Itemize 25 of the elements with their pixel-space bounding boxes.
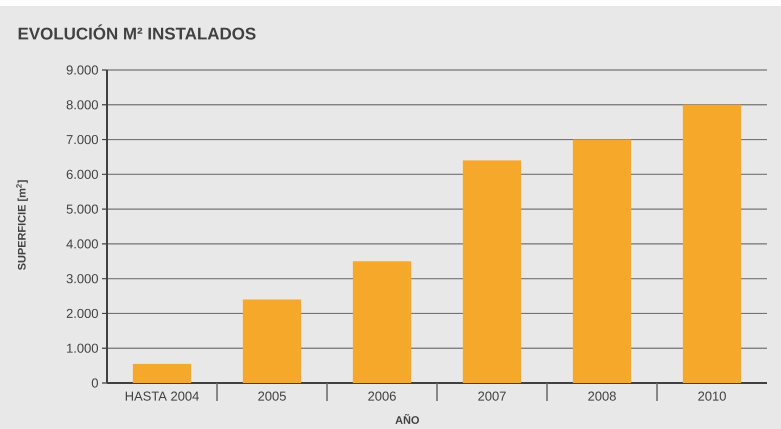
y-tick-label: 2.000	[66, 308, 98, 318]
bar	[352, 261, 412, 383]
x-tick-label: 2007	[478, 392, 506, 401]
y-tick-label: 9.000	[66, 65, 98, 75]
x-tick-label: 2010	[698, 392, 726, 401]
y-tick-label: 5.000	[66, 204, 98, 214]
x-tick-label: 2008	[588, 392, 616, 401]
y-tick-label: 1.000	[67, 344, 98, 353]
bar	[572, 140, 632, 383]
y-tick-label: 7.000	[66, 134, 98, 144]
bar	[132, 364, 192, 383]
y-axis-title: SUPERFICIE [m$^{2}$]	[16, 180, 28, 270]
bar	[682, 104, 742, 383]
bar	[242, 300, 302, 383]
y-tick-label: 3.000	[66, 274, 98, 284]
x-axis-title: AÑO	[395, 414, 420, 424]
x-tick-label: 2005	[258, 392, 286, 401]
y-tick-label: 8.000	[66, 100, 98, 110]
y-tick-label: 4.000	[66, 239, 98, 248]
x-tick-label: HASTA 2004	[126, 392, 199, 401]
chart-title: EVOLUCIÓN M² INSTALADOS	[18, 24, 256, 40]
y-tick-label: 6.000	[66, 170, 98, 179]
bar	[462, 160, 522, 383]
x-tick-label: 2006	[368, 392, 396, 401]
y-tick-label: 0	[92, 378, 98, 388]
